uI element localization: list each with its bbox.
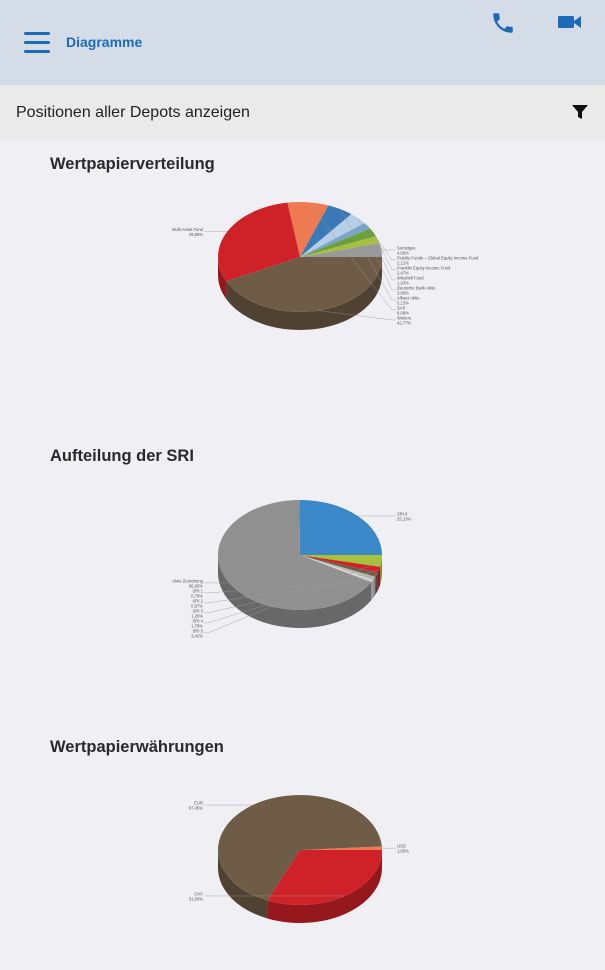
page-title: Diagramme: [66, 34, 143, 50]
slice-label: CHF: [194, 891, 203, 896]
slice-value-label: 29,85%: [189, 232, 203, 237]
slice-value-label: 8,08%: [397, 310, 409, 315]
pie-slice-chf[interactable]: [267, 850, 382, 905]
slice-value-label: 2,47%: [397, 270, 409, 275]
pie-slice-sri-6[interactable]: [299, 500, 382, 555]
pie-slice-usd[interactable]: [300, 846, 382, 850]
pie-slice-sri-4[interactable]: [300, 555, 381, 573]
slice-label: SRI 3: [193, 608, 204, 613]
slice-label: SRI 1: [193, 588, 204, 593]
slice-value-label: 0,78%: [191, 593, 203, 598]
slice-label: Multi Asset Fund: [172, 227, 204, 232]
pie-slice-weitere[interactable]: [226, 257, 382, 312]
slice-value-label: 66,66%: [189, 583, 203, 588]
slice-label: SAP: [397, 305, 406, 310]
leader-line: [367, 225, 396, 281]
leader-line: [318, 310, 396, 321]
pie-side-sri-2: [373, 576, 376, 598]
pie-slice-sri-2[interactable]: [300, 555, 376, 580]
slice-label: SRI 2: [193, 598, 204, 603]
slice-value-label: 5,13%: [397, 300, 409, 305]
pie-slice-deutsche-bank-aktie[interactable]: [300, 214, 365, 257]
filter-bar: Positionen aller Depots anzeigen: [0, 85, 605, 140]
section-title-wertpapierverteilung: Wertpapierverteilung: [50, 155, 215, 173]
slice-value-label: 1,26%: [191, 613, 203, 618]
slice-value-label: 67,45%: [189, 806, 203, 811]
leader-line: [204, 560, 382, 634]
slice-label: USD: [397, 844, 406, 849]
pie-slice-sri-5[interactable]: [300, 555, 382, 567]
slice-value-label: 2,12%: [397, 260, 409, 265]
pie-chart-wertpapierwaehrungen: USD 1,05% EUR 67,45% CHF 31,50%: [100, 770, 540, 970]
slice-label: Allianz Aktie: [397, 295, 420, 300]
slice-value-label: 4,09%: [397, 250, 409, 255]
slice-value-label: 1,93%: [397, 280, 409, 285]
pie-slice-sri-1[interactable]: [300, 555, 374, 583]
section-title-aufteilung-sri: Aufteilung der SRI: [50, 447, 194, 465]
pie-side-sri-1: [371, 579, 374, 601]
slice-value-label: 0,97%: [191, 603, 203, 608]
video-camera-icon[interactable]: [557, 12, 583, 32]
pie-slice-fidelity-funds-global-equity-income-fund[interactable]: [300, 236, 380, 257]
filter-icon[interactable]: [570, 102, 590, 122]
pie-slice-sri-3[interactable]: [300, 555, 378, 577]
slice-label: Franklin Equity Income Fund: [397, 265, 451, 270]
slice-label: Windmill Fund: [397, 275, 424, 280]
slice-label: ohne Zuordnung: [172, 578, 203, 583]
slice-value-label: 3,42%: [191, 633, 203, 638]
pie-side-sri-3: [375, 572, 378, 595]
leader-line: [204, 574, 377, 614]
slice-value-label: 42,77%: [397, 320, 411, 325]
section-title-wertpapierwaehrungen: Wertpapierwährungen: [50, 738, 224, 756]
leader-line: [377, 239, 396, 261]
pie-slice-franklin-equity-income-fund[interactable]: [300, 228, 376, 257]
pie-slice-ohne-zuordnung[interactable]: [217, 500, 372, 610]
pie-side-multi-asset-fund: [218, 257, 227, 300]
slice-label: Sonstiges: [397, 245, 415, 250]
slice-label: Weitere: [397, 315, 412, 320]
slice-label: EUR: [194, 801, 203, 806]
pie-side-sri-4: [377, 566, 381, 591]
filter-label: Positionen aller Depots anzeigen: [16, 104, 250, 121]
slice-value-label: 1,05%: [397, 849, 409, 854]
leader-line: [204, 578, 375, 604]
pie-side-sri-5: [380, 555, 382, 585]
leader-line: [340, 209, 396, 301]
pie-side-weitere: [226, 257, 382, 330]
leader-line: [358, 218, 396, 291]
hamburger-menu-icon[interactable]: [24, 32, 50, 54]
leader-line: [307, 202, 396, 311]
leader-line: [373, 232, 396, 271]
phone-icon[interactable]: [490, 10, 516, 36]
slice-label: SRI 6: [397, 511, 408, 516]
slice-label: SRI 5: [193, 628, 204, 633]
pie-slice-allianz-aktie[interactable]: [300, 205, 352, 257]
pie-chart-wertpapierverteilung: Sonstiges 4,09% Fidelity Funds – Global Eq…: [100, 185, 540, 385]
pie-slice-windmill-fund[interactable]: [300, 223, 371, 257]
pie-slice-multi-asset-fund[interactable]: [218, 202, 300, 282]
pie-side-ohne-zuordnung: [218, 555, 372, 628]
slice-label: Fidelity Funds – Global Equity Income Fu…: [397, 255, 479, 260]
slice-value-label: 1,78%: [191, 623, 203, 628]
leader-line: [204, 580, 373, 594]
slice-value-label: 31,50%: [189, 896, 203, 901]
slice-label: SRI 4: [193, 618, 204, 623]
app-bar: Diagramme: [0, 0, 605, 85]
pie-slice-sap[interactable]: [287, 202, 329, 257]
leader-line: [204, 569, 380, 624]
slice-value-label: 25,13%: [397, 516, 411, 521]
slice-label: Deutsche Bank Aktie: [397, 285, 436, 290]
pie-slice-eur[interactable]: [218, 795, 382, 901]
pie-chart-aufteilung-sri: SRI 6 25,13% ohne Zuordnung 66,66% SRI 1 0,78…: [100, 475, 540, 675]
slice-value-label: 3,66%: [397, 290, 409, 295]
